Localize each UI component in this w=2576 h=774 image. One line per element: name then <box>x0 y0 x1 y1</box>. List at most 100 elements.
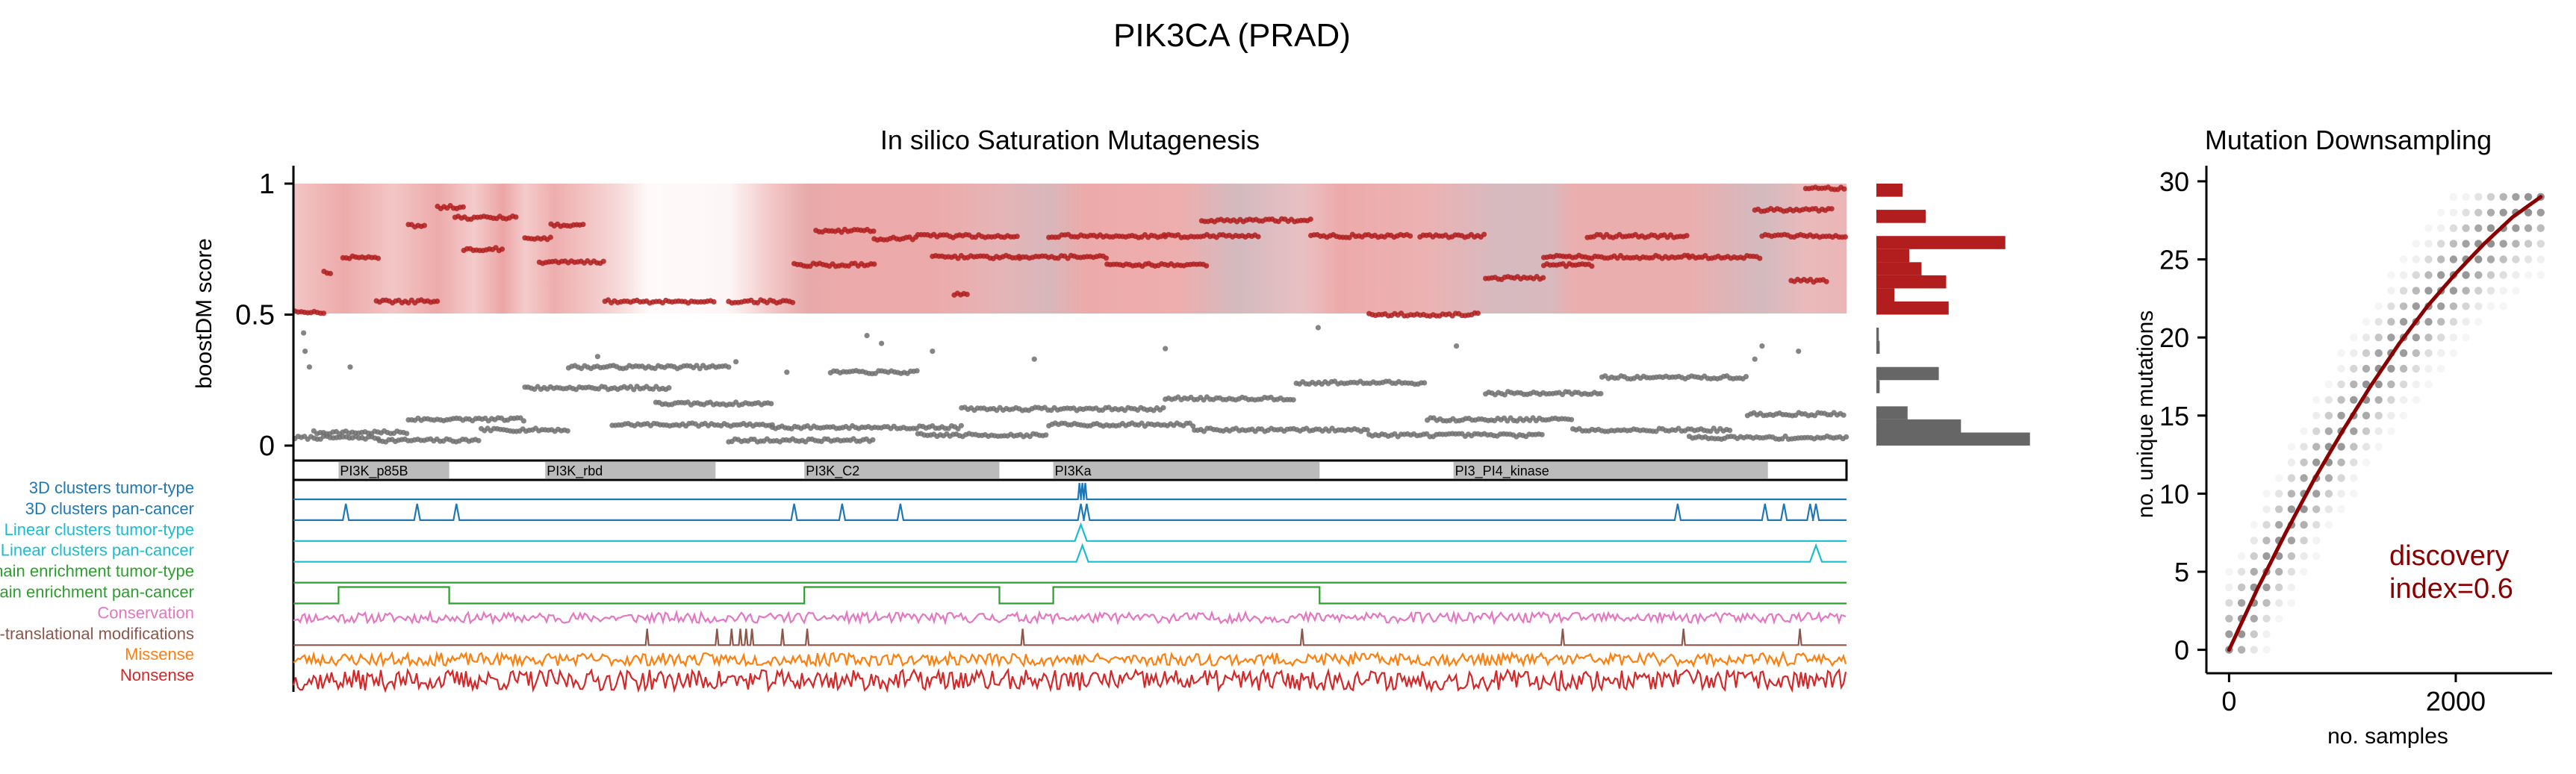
feature-track-label: 3D clusters pan-cancer <box>25 499 194 518</box>
downsampling-point <box>2449 240 2458 248</box>
histogram-bar <box>1876 328 1879 341</box>
downsampling-point <box>2312 411 2321 419</box>
passenger-mutation-point <box>1796 349 1802 355</box>
passenger-mutation-point <box>1759 343 1765 349</box>
downsampling-point <box>2374 334 2383 342</box>
feature-track-lines <box>292 482 1847 693</box>
downsampling-point <box>2437 334 2445 342</box>
downsampling-point <box>2412 349 2420 358</box>
passenger-mutation-point <box>594 354 601 360</box>
passenger-mutation-point <box>404 431 410 437</box>
downsampling-point <box>2524 271 2533 279</box>
downsampling-point <box>2350 443 2358 451</box>
downsampling-point <box>2412 334 2420 342</box>
downsampling-point <box>2399 396 2408 404</box>
downsampling-ytick-label: 10 <box>2159 478 2189 509</box>
downsampling-point <box>2324 411 2333 419</box>
downsampling-point <box>2275 521 2283 529</box>
downsampling-point <box>2387 427 2395 435</box>
downsampling-point <box>2449 193 2458 201</box>
downsampling-point <box>2225 630 2233 638</box>
downsampling-point <box>2449 208 2458 216</box>
downsampling-point <box>2312 537 2321 545</box>
feature-track-line <box>293 609 1847 625</box>
feature-track-label: Nonsense <box>120 666 194 684</box>
downsampling-point <box>2499 193 2507 201</box>
downsampling-point <box>2287 552 2296 561</box>
downsampling-point <box>2287 567 2296 576</box>
downsampling-point <box>2412 396 2420 404</box>
feature-track-label: Domain enrichment tumor-type <box>0 562 194 581</box>
downsampling-point <box>2287 505 2296 514</box>
downsampling-point <box>2262 599 2271 607</box>
downsampling-point <box>2362 318 2371 326</box>
downsampling-point <box>2350 474 2358 482</box>
downsampling-y-ticks: 0 5 10 15 20 25 30 <box>2159 166 2206 666</box>
downsampling-point <box>2337 443 2345 451</box>
passenger-mutation-point <box>1163 346 1169 352</box>
driver-mutation-point <box>1829 206 1835 212</box>
downsampling-point <box>2300 443 2308 451</box>
feature-track-line <box>293 503 1847 521</box>
downsampling-point <box>2486 240 2495 248</box>
downsampling-point <box>2275 614 2283 622</box>
passenger-mutation-point <box>1422 380 1428 386</box>
driver-mutation-point <box>1255 234 1261 240</box>
downsampling-point <box>2524 224 2533 232</box>
mutagenesis-ytick-label: 0.5 <box>235 300 275 331</box>
downsampling-point <box>2262 646 2271 654</box>
domain-box <box>1453 462 1768 478</box>
downsampling-point <box>2399 255 2408 263</box>
histogram-bar <box>1876 406 1908 419</box>
downsampling-point <box>2399 380 2408 389</box>
downsampling-point <box>2462 271 2470 279</box>
downsampling-point <box>2312 443 2321 451</box>
passenger-mutation-point <box>864 333 870 339</box>
feature-track-line <box>293 522 1847 542</box>
downsampling-point <box>2374 302 2383 310</box>
downsampling-point <box>2250 646 2258 654</box>
discovery-index-line1: discovery <box>2389 540 2510 572</box>
downsampling-point <box>2350 396 2358 404</box>
downsampling-point <box>2374 443 2383 451</box>
downsampling-point <box>2287 474 2296 482</box>
downsampling-point <box>2350 490 2358 498</box>
driver-mutation-point <box>1540 275 1546 281</box>
passenger-mutation-point <box>1844 434 1849 440</box>
downsampling-point <box>2462 318 2470 326</box>
feature-track-label: Domain enrichment pan-cancer <box>0 583 194 602</box>
histogram-bar <box>1876 184 1903 197</box>
driver-mutation-point <box>375 255 382 261</box>
downsampling-point <box>2312 396 2321 404</box>
downsampling-point <box>2474 208 2483 216</box>
downsampling-point <box>2237 599 2246 607</box>
downsampling-point <box>2337 474 2345 482</box>
downsampling-point <box>2437 224 2445 232</box>
passenger-mutation-point <box>726 364 732 370</box>
downsampling-point <box>2275 490 2283 498</box>
downsampling-point <box>2312 521 2321 529</box>
passenger-mutation-point <box>301 330 307 336</box>
downsampling-point <box>2424 255 2433 263</box>
downsampling-point <box>2536 208 2545 216</box>
downsampling-point <box>2262 537 2271 545</box>
downsampling-point <box>2437 318 2445 326</box>
downsampling-point <box>2412 287 2420 295</box>
downsampling-point <box>2262 490 2271 498</box>
passenger-mutation-point <box>879 340 885 346</box>
downsampling-point <box>2362 427 2371 435</box>
downsampling-point <box>2424 240 2433 248</box>
downsampling-point <box>2449 349 2458 358</box>
domain-label: PI3Ka <box>1055 464 1092 478</box>
passenger-mutation-point <box>1364 427 1370 433</box>
downsampling-point <box>2374 318 2383 326</box>
downsampling-point <box>2374 349 2383 358</box>
downsampling-point <box>2462 208 2470 216</box>
downsampling-points <box>2225 193 2545 654</box>
downsampling-point <box>2262 614 2271 622</box>
passenger-mutation-point <box>784 369 790 375</box>
downsampling-point <box>2486 271 2495 279</box>
downsampling-ytick-label: 25 <box>2159 245 2189 275</box>
downsampling-point <box>2399 318 2408 326</box>
